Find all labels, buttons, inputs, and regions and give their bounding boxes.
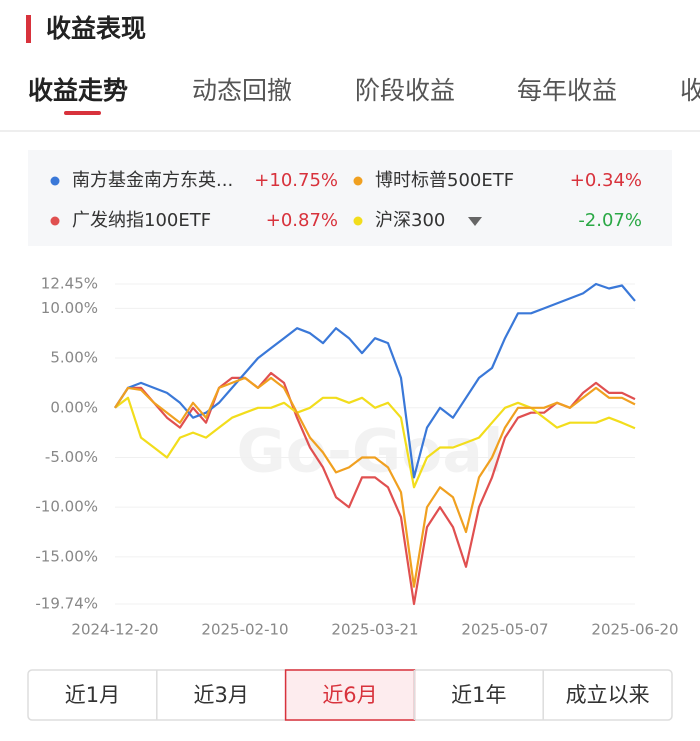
range-button[interactable]: 近1年 — [451, 683, 506, 707]
dropdown-icon — [468, 217, 482, 226]
range-button[interactable]: 近3月 — [194, 683, 249, 707]
y-tick-label: -5.00% — [45, 448, 98, 466]
legend-name[interactable]: 广发纳指100ETF — [72, 210, 211, 231]
tab[interactable]: 阶段收益 — [355, 76, 455, 105]
x-tick-label: 2024-12-20 — [71, 621, 158, 639]
tab-underline — [64, 111, 101, 115]
legend-name[interactable]: 南方基金南方东英... — [72, 170, 233, 191]
x-tick-label: 2025-03-21 — [331, 621, 418, 639]
x-tick-label: 2025-02-10 — [201, 621, 288, 639]
y-tick-label: -19.74% — [35, 595, 98, 613]
range-button[interactable]: 近1月 — [65, 683, 120, 707]
legend-value: -2.07% — [578, 210, 642, 231]
series-line — [114, 396, 636, 489]
section-title: 收益表现 — [46, 14, 146, 43]
tab[interactable]: 收 — [680, 76, 700, 105]
legend-value: +0.34% — [570, 170, 642, 191]
range-selector: 近1月 近3月 近6月 近1年 成立以来 — [27, 669, 673, 721]
legend-name[interactable]: 沪深300 — [375, 210, 445, 231]
legend-value: +10.75% — [254, 170, 338, 191]
tabs: 收益走势 动态回撤 阶段收益 每年收益 收 — [28, 76, 700, 105]
legend-dot — [50, 176, 60, 186]
series-line — [114, 376, 636, 588]
legend: 南方基金南方东英... +10.75% 博时标普500ETF +0.34% 广发纳指10… — [50, 170, 642, 231]
y-tick-label: 5.00% — [50, 349, 98, 367]
y-tick-label: 0.00% — [50, 398, 98, 416]
range-button[interactable]: 成立以来 — [566, 683, 650, 707]
tab[interactable]: 收益走势 — [28, 76, 128, 105]
legend-value: +0.87% — [266, 210, 338, 231]
title-bar — [26, 15, 31, 43]
legend-box — [28, 150, 672, 246]
legend-name[interactable]: 博时标普500ETF — [375, 170, 514, 191]
x-tick-label: 2025-06-20 — [591, 621, 678, 639]
y-tick-label: 12.45% — [41, 275, 98, 293]
legend-dot — [353, 216, 363, 226]
y-tick-label: -15.00% — [35, 547, 98, 565]
watermark: Go-Goal — [237, 417, 504, 487]
range-button[interactable]: 近6月 — [322, 683, 377, 707]
plot: 12.45% 10.00% 5.00% 0.00% -5.00% -10.00% -15.0… — [35, 275, 678, 639]
tab[interactable]: 动态回撤 — [192, 76, 292, 105]
x-tick-label: 2025-05-07 — [461, 621, 548, 639]
legend-dot — [50, 216, 60, 226]
tab[interactable]: 每年收益 — [517, 76, 617, 105]
y-tick-label: -10.00% — [35, 498, 98, 516]
legend-dot — [353, 176, 363, 186]
y-tick-label: 10.00% — [41, 299, 98, 317]
series-line — [114, 371, 636, 606]
